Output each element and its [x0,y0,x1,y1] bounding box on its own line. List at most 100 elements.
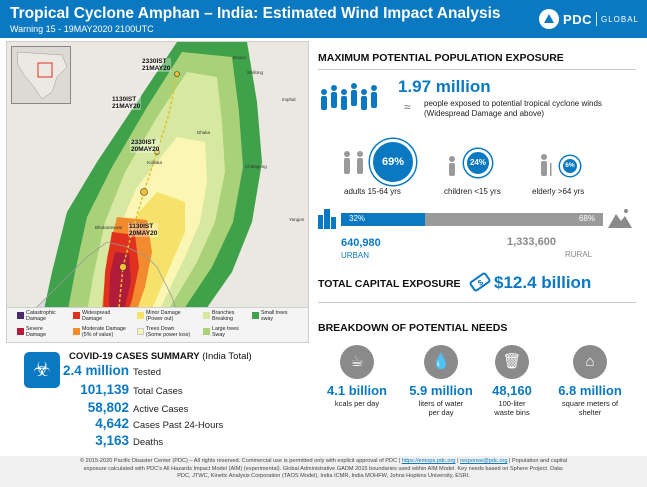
response-email-link[interactable]: response@pdc.org [460,458,508,464]
city-label: Imphal [282,97,296,102]
elderly-icon [541,154,552,176]
footer-credits: © 2015-2020 Pacific Disaster Center (PDC… [0,456,647,487]
legend-label: Large trees Sway [212,326,239,338]
inset-graphic [16,51,68,100]
covid-value: 101,139 [80,382,129,397]
needs-section-title: BREAKDOWN OF POTENTIAL NEEDS [318,322,508,334]
covid-title-suffix: (India Total) [202,351,252,362]
urban-bar-fill [341,213,425,226]
legend-label: Moderate Damage (5% of value) [82,326,126,338]
legend-swatch [252,312,259,319]
footer-text: | Population and capital [509,458,568,464]
advisory-label: 1130IST 20MAY20 [128,223,159,237]
city-buildings-icon [318,209,336,229]
urban-label: URBAN [341,251,370,260]
covid-value: 2.4 million [62,363,129,378]
map-graphic [7,42,308,340]
covid-label: Cases Past 24-Hours [133,420,224,431]
adults-label: adults 15-64 yrs [344,187,401,196]
elderly-pct-circle: 6% [560,156,580,176]
pdc-logo-icon [539,9,560,29]
city-label: Dispur [233,55,247,60]
legend-swatch [73,312,80,319]
shelter-icon: ⌂ [573,345,607,379]
section-divider [318,302,636,303]
urban-value: 640,980 [341,237,381,249]
covid-value: 4,642 [95,416,129,431]
elderly-label: elderly >64 yrs [532,187,585,196]
advisory-label: 1130IST 21MAY20 [111,96,142,110]
mountains-rural-icon [608,209,632,228]
city-label: Kolkata [147,160,163,165]
need-value: 5.9 million [409,383,473,398]
covid-label: Deaths [133,437,164,448]
rural-label: RURAL [565,250,593,259]
map-legend: Catastrophic Damage Widespread Damage Mi… [6,307,309,343]
need-value: 4.1 billion [327,383,387,398]
legend-swatch [17,328,24,335]
adults-icon [344,151,363,174]
legend-swatch [17,312,24,319]
legend-item: Widespread Damage [73,310,111,322]
city-label: Yangon [289,217,305,222]
need-label: square meters of shelter [561,399,619,417]
logo-subtext: GLOBAL [600,14,639,24]
pdc-logo: PDC GLOBAL [539,8,639,30]
emops-link[interactable]: https://emops.pdc.org [401,458,456,464]
footer-line-3: PDC, JTWC, Kinetic Analysis Corporation … [177,473,470,479]
rural-pct-label: 68% [578,214,595,223]
need-label: liters of water per day [418,399,464,417]
locator-inset-map [11,46,71,104]
footer-line-2: exposure calculated with PDC's All Hazar… [83,465,564,472]
warning-subtitle: Warning 15 - 19MAY2020 2100UTC [10,24,154,34]
legend-label: Branches Breaking [212,310,235,322]
legend-item: Branches Breaking [203,310,235,322]
population-section-title: MAXIMUM POTENTIAL POPULATION EXPOSURE [318,52,564,64]
legend-item: Minor Damage (Power out) [137,310,181,322]
legend-swatch [137,312,144,319]
section-divider [318,69,636,70]
covid-label: Active Cases [133,404,189,415]
legend-swatch [203,328,210,335]
need-label: 100-liter waste bins [494,399,530,417]
children-pct-circle: 24% [464,149,492,177]
city-label: Dhaka [197,130,211,135]
legend-item: Severe Damage [17,326,47,338]
food-bowl-icon: ☕ [340,345,374,379]
children-label: children <15 yrs [444,187,501,196]
footer-line-1: © 2015-2020 Pacific Disaster Center (PDC… [0,458,647,466]
header-banner: Tropical Cyclone Amphan – India: Estimat… [0,0,647,38]
legend-swatch [137,328,144,335]
need-value: 48,160 [492,383,532,398]
advisory-label: 2330IST 20MAY20 [130,139,161,153]
waste-bin-icon: 🗑 [495,345,529,379]
logo-text: PDC [563,11,592,27]
legend-item: Trees Down (Some power loss) [137,326,191,338]
covid-value: 3,163 [95,433,129,448]
covid-summary-panel: ☣ COVID-19 CASES SUMMARY (India Total) 2… [6,346,309,452]
legend-label: Catastrophic Damage [26,310,56,322]
covid-label: Tested [133,367,161,378]
money-tag-icon: $ [469,272,491,292]
rural-value: 1,333,600 [507,236,556,248]
legend-swatch [203,312,210,319]
legend-label: Severe Damage [26,326,47,338]
legend-label: Trees Down (Some power loss) [146,326,191,338]
capital-exposure-value: $12.4 billion [494,273,592,292]
legend-swatch [73,328,80,335]
svg-text:$: $ [476,278,485,288]
legend-item: Catastrophic Damage [17,310,56,322]
capital-section-title: TOTAL CAPITAL EXPOSURE [318,278,461,290]
water-drop-icon: 💧 [424,345,458,379]
legend-label: Widespread Damage [82,310,111,322]
legend-item: Small trees sway [252,310,288,322]
need-value: 6.8 million [558,383,622,398]
child-icon [449,156,455,176]
population-crowd-icon [321,83,377,110]
adults-pct-circle: 69% [370,139,416,185]
wind-impact-map: 2330IST 21MAY20 1130IST 21MAY20 2330IST … [6,41,309,341]
wind-icon: ≈ [404,100,411,114]
legend-label: Small trees sway [261,310,288,322]
covid-value: 58,802 [87,400,129,415]
urban-pct-label: 32% [349,214,366,223]
